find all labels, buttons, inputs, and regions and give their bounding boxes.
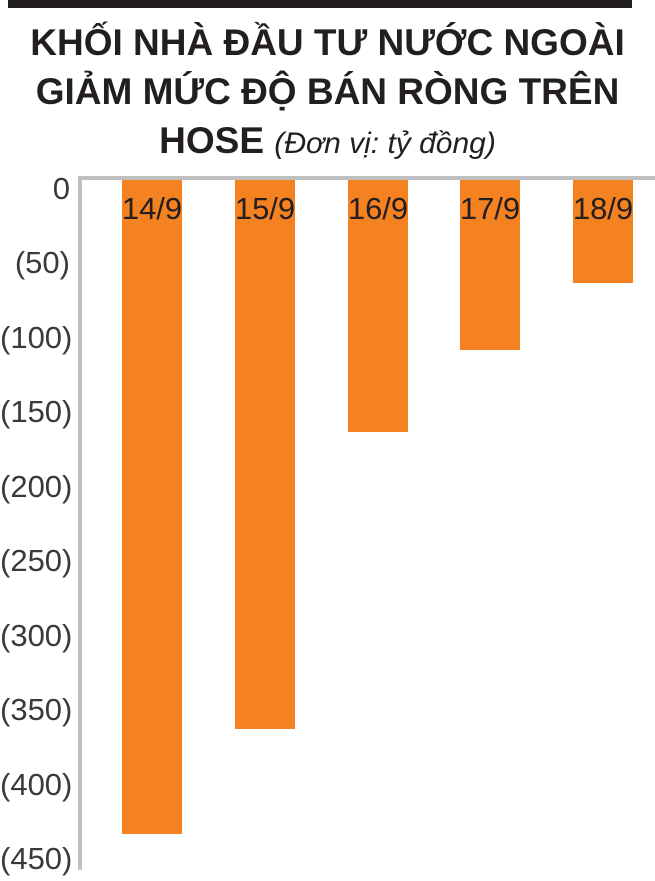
bar-category-label: 14/9 (121, 191, 183, 226)
bar (460, 180, 520, 350)
title-line-3: HOSE (Đơn vị: tỷ đồng) (0, 116, 655, 168)
bar-category-label: 15/9 (234, 191, 296, 226)
y-tick-label: (450) (0, 841, 73, 876)
y-tick-label: (200) (0, 469, 73, 504)
chart-title: KHỐI NHÀ ĐẦU TƯ NƯỚC NGOÀI GIẢM MỨC ĐỘ B… (0, 18, 655, 168)
plot-area: 14/9 15/9 16/9 17/9 18/9 (78, 176, 655, 870)
y-tick-label: (100) (0, 320, 73, 355)
y-tick-label: (350) (0, 692, 73, 727)
title-line-2: GIẢM MỨC ĐỘ BÁN RÒNG TRÊN (35, 71, 620, 112)
bar-category-label: 17/9 (459, 191, 521, 226)
y-axis: 0 (50) (100) (150) (200) (250) (300) (350) (400)… (0, 0, 74, 881)
y-tick-label: (250) (0, 543, 73, 578)
bar (573, 180, 633, 283)
y-tick-label: (300) (0, 618, 73, 653)
bar (235, 180, 295, 729)
bar (122, 180, 182, 834)
y-tick-label: (400) (0, 767, 73, 802)
bar-category-label: 18/9 (572, 191, 634, 226)
bar-category-label: 16/9 (347, 191, 409, 226)
hose-label: HOSE (159, 120, 265, 161)
unit-label: (Đơn vị: tỷ đồng) (274, 127, 496, 160)
top-rule (8, 0, 632, 8)
y-tick-label: (50) (14, 245, 70, 280)
title-line-1: KHỐI NHÀ ĐẦU TƯ NƯỚC NGOÀI (30, 22, 625, 63)
bar (348, 180, 408, 432)
y-tick-label: (150) (0, 394, 73, 429)
y-tick-label: 0 (52, 171, 70, 206)
